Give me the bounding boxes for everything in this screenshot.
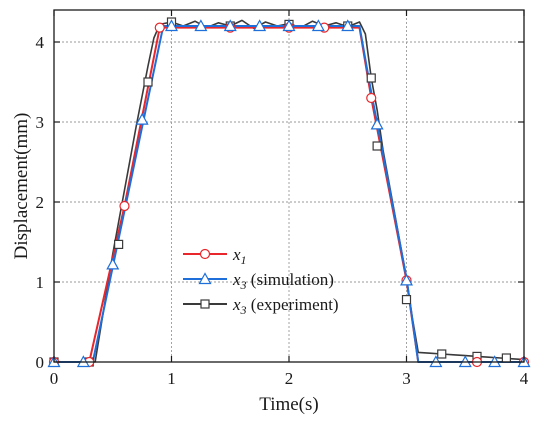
axis-ticks: 0 1 2 3 4 0 1 2 3 4 (36, 10, 529, 388)
series-1-marker-9 (311, 19, 325, 32)
legend-marker-2 (200, 299, 210, 309)
y-tick-label-3: 3 (36, 113, 45, 132)
series-1-marker-3 (135, 112, 149, 125)
series-0-marker-3 (154, 22, 165, 33)
series-0-marker-7 (366, 92, 377, 104)
y-tick-label-0: 0 (36, 353, 45, 372)
series-1-marker-5 (194, 19, 208, 32)
series-1-marker-4 (164, 19, 179, 32)
series-0-marker-2 (119, 200, 130, 212)
series-1-marker-2 (106, 257, 120, 270)
series-1-marker-7 (253, 19, 267, 32)
series-1-marker-12 (399, 273, 414, 286)
series-2-marker-8 (366, 73, 376, 83)
series-2-marker-9 (372, 141, 382, 151)
series-line-1 (54, 25, 524, 363)
series-1-marker-8 (282, 19, 296, 32)
series-2-marker-3 (143, 77, 153, 87)
legend-label-2: x3 (experiment) (232, 295, 339, 317)
series-2-marker-11 (437, 349, 447, 359)
x-tick-label-2: 2 (285, 369, 294, 388)
legend-label-1: x3 (simulation) (232, 270, 334, 292)
legend-marker-1 (198, 272, 212, 285)
x-tick-label-3: 3 (402, 369, 411, 388)
series-2-marker-2 (114, 239, 124, 249)
y-axis-title: Displacement(mm) (11, 113, 32, 260)
series-2-marker-13 (501, 353, 511, 363)
series-markers (47, 17, 531, 368)
y-tick-label-1: 1 (36, 273, 45, 292)
y-tick-label-4: 4 (36, 33, 45, 52)
y-tick-label-2: 2 (36, 193, 45, 212)
series-2-marker-10 (401, 295, 412, 305)
legend: x1 x3 (simulation) x3 (experiment) (183, 245, 339, 317)
x-tick-label-1: 1 (167, 369, 176, 388)
series-1-marker-11 (370, 117, 384, 130)
legend-label-0: x1 (232, 245, 247, 267)
x-tick-label-0: 0 (50, 369, 59, 388)
series-1-marker-10 (341, 19, 355, 32)
series-1-marker-6 (223, 19, 237, 32)
x-tick-label-4: 4 (520, 369, 529, 388)
x-axis-title: Time(s) (259, 394, 318, 415)
legend-marker-0 (199, 248, 211, 260)
